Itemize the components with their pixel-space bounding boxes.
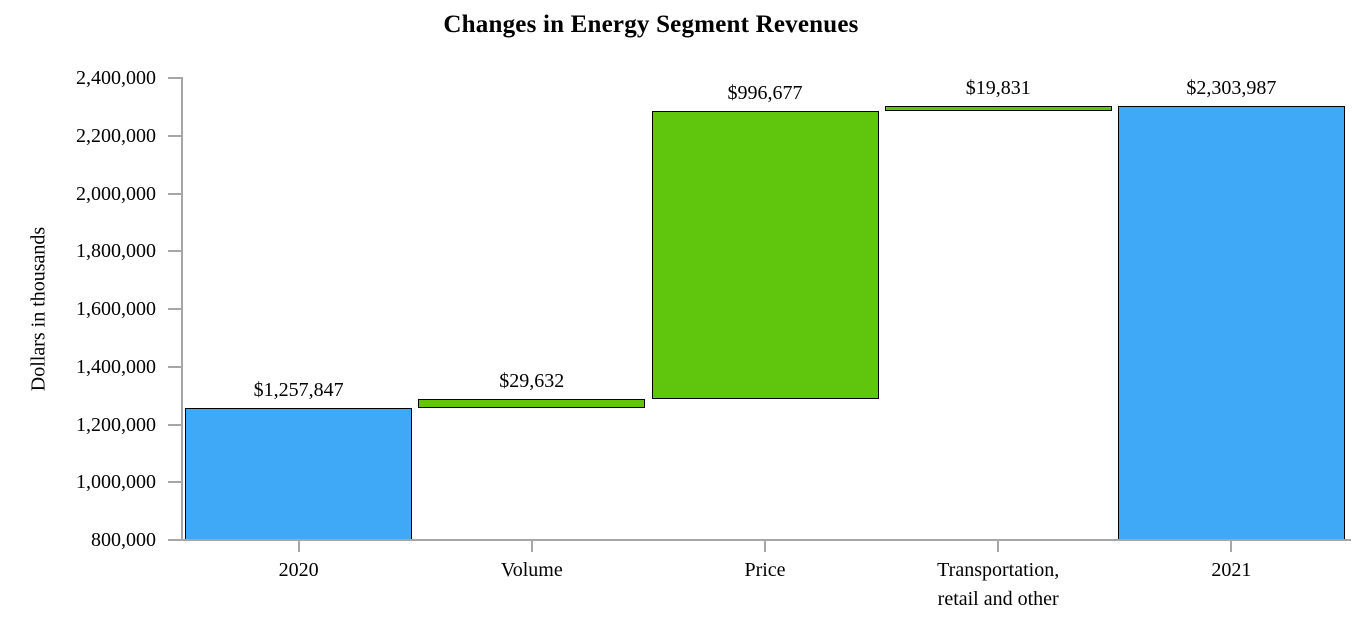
y-tick (168, 365, 182, 368)
y-tick (168, 423, 182, 426)
y-tick-label: 1,400,000 (76, 355, 156, 378)
x-axis-line (168, 539, 1351, 541)
y-tick (168, 77, 182, 79)
bar-value-label: $996,677 (727, 82, 803, 105)
waterfall-bar-change (651, 111, 879, 400)
bar-value-label: $29,632 (499, 370, 565, 393)
bar-value-label: $19,831 (965, 76, 1031, 99)
x-tick-label-line: 2021 (1211, 559, 1252, 581)
bar-value-label: $1,257,847 (253, 378, 344, 401)
y-tick-label: 1,000,000 (76, 471, 156, 494)
waterfall-bar-total (1117, 105, 1345, 540)
x-tick-label-line: Transportation, (937, 559, 1060, 581)
y-tick (168, 134, 182, 137)
y-tick (168, 250, 182, 253)
chart-title: Changes in Energy Segment Revenues (443, 11, 859, 38)
x-tick-label: Price (640, 556, 890, 585)
x-tick-label: Volume (407, 556, 657, 585)
y-tick (168, 481, 182, 484)
x-tick (764, 540, 766, 552)
x-tick-label-line: Price (744, 559, 786, 581)
y-tick (168, 192, 182, 195)
y-tick-label: 1,600,000 (76, 298, 156, 320)
y-tick (168, 539, 182, 541)
y-axis-line (181, 77, 183, 541)
x-tick-label-line: Volume (500, 559, 563, 581)
x-tick (530, 540, 533, 552)
y-tick-label: 1,200,000 (76, 413, 156, 436)
waterfall-bar-change (884, 105, 1112, 112)
y-tick-label: 1,800,000 (76, 240, 156, 263)
y-tick-label: 2,400,000 (76, 67, 156, 89)
bar-value-label: $2,303,987 (1186, 76, 1277, 99)
x-tick-label: 2021 (1106, 556, 1356, 585)
y-tick-label: 2,000,000 (76, 182, 156, 205)
x-tick-label-line: retail and other (937, 588, 1059, 610)
x-tick (997, 540, 1000, 552)
x-tick (297, 540, 300, 552)
y-tick-label: 2,200,000 (76, 124, 156, 147)
x-tick (1230, 540, 1233, 552)
waterfall-bar-total (185, 407, 413, 540)
waterfall-bar-change (418, 399, 646, 408)
x-tick-label: Transportation, retail and other (873, 556, 1123, 614)
x-tick-label: 2020 (174, 556, 424, 585)
y-tick (168, 308, 182, 310)
y-tick-label: 800,000 (91, 529, 156, 551)
x-tick-label-line: 2020 (278, 559, 319, 581)
